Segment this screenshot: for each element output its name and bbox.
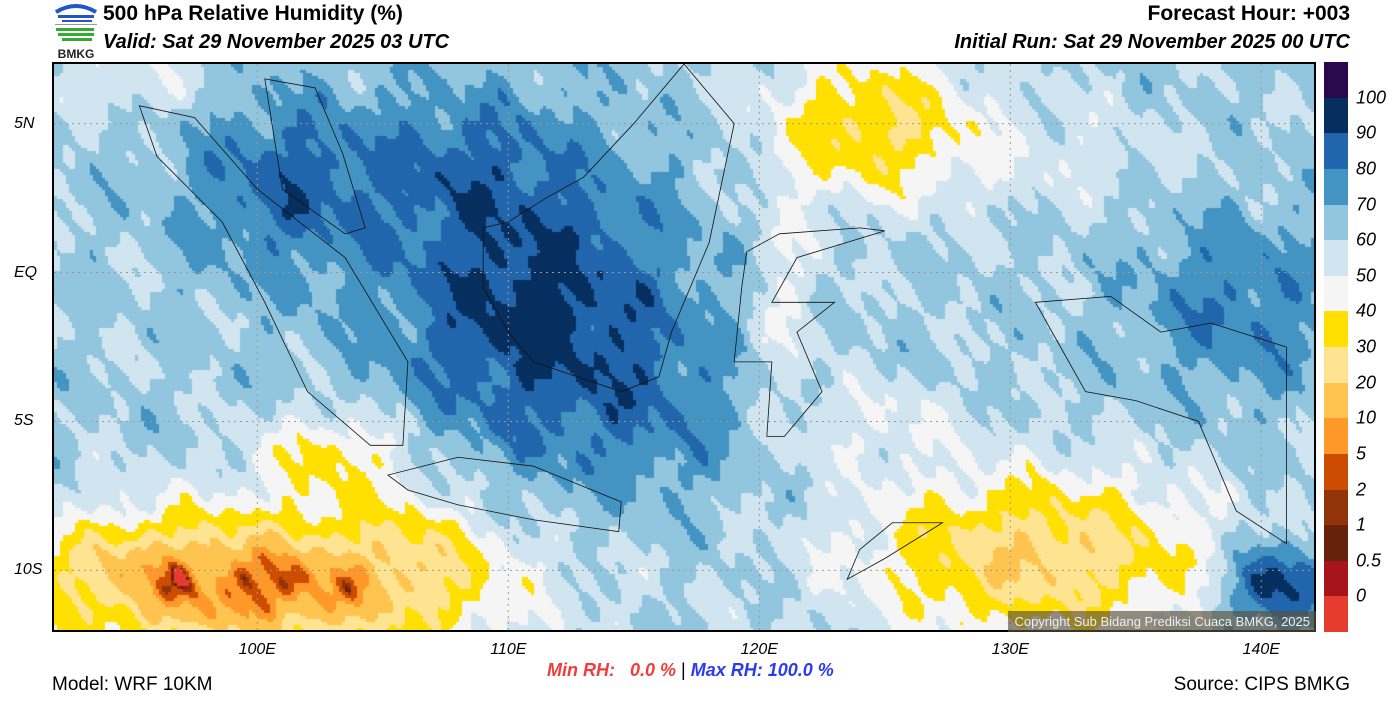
colorbar-label: 10 (1356, 407, 1377, 428)
colorbar-label: 20 (1356, 372, 1377, 393)
colorbar-swatch (1324, 62, 1348, 98)
colorbar-swatch (1324, 275, 1348, 312)
map-overlay (54, 64, 1314, 630)
colorbar-label: 40 (1356, 300, 1377, 321)
lon-tick-label: 120E (740, 641, 778, 658)
logo-text: BMKG (58, 47, 95, 60)
humidity-field (54, 64, 1314, 630)
lon-tick-label: 110E (490, 641, 527, 658)
colorbar-swatch (1324, 168, 1348, 205)
min-rh: Min RH: 0.0 % (547, 660, 677, 680)
colorbar-swatch (1324, 204, 1348, 241)
borneo-coastline (482, 64, 735, 393)
colorbar-label: 60 (1356, 229, 1377, 250)
colorbar-label: 50 (1356, 265, 1377, 286)
colorbar (1324, 62, 1348, 632)
lon-tick-label: 130E (991, 641, 1029, 658)
colorbar-swatch (1324, 133, 1348, 169)
lon-tick-label: 140E (1242, 641, 1280, 658)
colorbar-swatch (1324, 489, 1348, 526)
timor-coastline (846, 522, 944, 581)
lat-tick-label: 10S (14, 561, 43, 579)
colorbar-swatch (1324, 240, 1348, 276)
colorbar-swatch (1324, 560, 1348, 597)
colorbar-swatch (1324, 347, 1348, 383)
colorbar-label: 80 (1356, 158, 1377, 179)
colorbar-swatch (1324, 382, 1348, 419)
forecast-hour: Forecast Hour: +003 (1147, 2, 1351, 25)
colorbar-label: 1 (1356, 514, 1367, 535)
colorbar-swatch (1324, 97, 1348, 134)
colorbar-swatch (1324, 311, 1348, 347)
sulawesi-coastline (733, 227, 885, 437)
colorbar-label: 0 (1356, 585, 1367, 606)
model-label: Model: WRF 10KM (52, 674, 213, 695)
copyright-notice: Copyright Sub Bidang Prediksi Cuaca BMKG… (1008, 611, 1316, 632)
colorbar-label: 70 (1356, 194, 1377, 214)
valid-time: Valid: Sat 29 November 2025 03 UTC (103, 31, 450, 53)
colorbar-label: 30 (1356, 336, 1377, 357)
papua-coastline (1034, 295, 1287, 545)
colorbar-label: 0.5 (1356, 550, 1382, 571)
colorbar-swatch (1324, 418, 1348, 454)
java-coastline (386, 456, 622, 533)
bmkg-logo: BMKG (52, 0, 100, 61)
colorbar-swatch (1324, 525, 1348, 561)
lat-tick-label: 5S (14, 412, 34, 430)
source-label: Source: CIPS BMKG (1173, 674, 1350, 695)
map-title: 500 hPa Relative Humidity (%) (103, 2, 403, 25)
lon-tick-label: 100E (238, 641, 276, 658)
malay-peninsula-coastline (264, 78, 366, 235)
humidity-map (52, 62, 1316, 632)
max-rh: Max RH: 100.0 % (690, 660, 834, 680)
colorbar-label: 5 (1356, 443, 1367, 464)
colorbar-label: 100 (1356, 87, 1387, 108)
lat-tick-label: EQ (14, 263, 38, 281)
min-max-rh: Min RH: 0.0 % | Max RH: 100.0 % (547, 660, 834, 681)
lat-tick-label: 5N (14, 114, 35, 132)
separator: | (681, 660, 686, 680)
sumatra-coastline (138, 105, 409, 446)
colorbar-label: 90 (1356, 122, 1377, 143)
colorbar-swatch (1324, 596, 1348, 632)
initial-run: Initial Run: Sat 29 November 2025 00 UTC (954, 31, 1350, 53)
colorbar-label: 2 (1356, 479, 1367, 499)
colorbar-swatch (1324, 453, 1348, 490)
